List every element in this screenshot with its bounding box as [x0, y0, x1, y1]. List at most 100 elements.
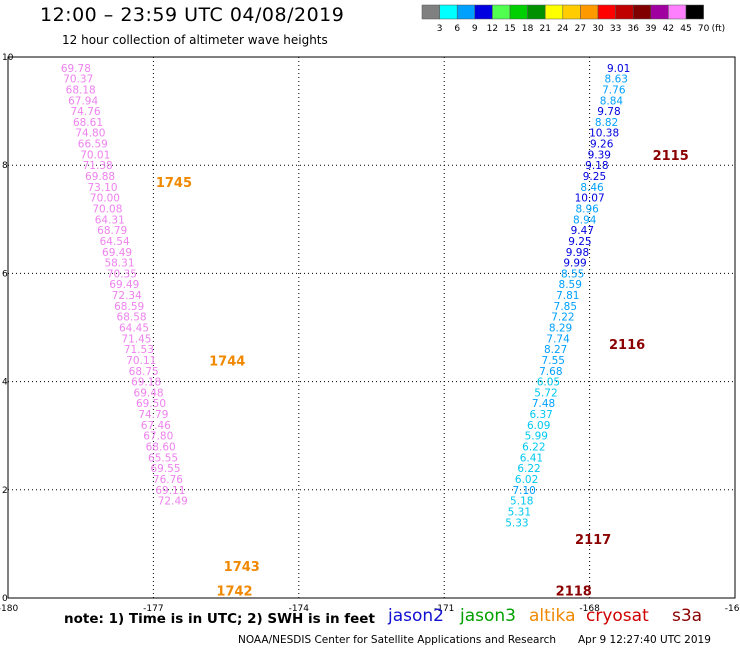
wave-height-value: 6.02	[515, 474, 538, 486]
wave-height-value: 66.59	[78, 139, 108, 151]
wave-height-value: 69.78	[61, 63, 91, 75]
x-tick-label: -165	[725, 604, 740, 614]
colorbar-swatch	[509, 4, 528, 20]
satellite-legend-jason2: jason2	[388, 606, 444, 626]
wave-height-value: 8.82	[595, 117, 618, 129]
wave-height-value: 71.38	[83, 160, 113, 172]
wave-height-value: 73.10	[87, 182, 117, 194]
colorbar-swatch	[615, 4, 634, 20]
y-tick-label: 2	[2, 486, 8, 496]
wave-height-value: 70.08	[92, 203, 122, 215]
wave-height-value: 64.45	[119, 323, 149, 335]
colorbar-swatch	[562, 4, 581, 20]
satellite-legend-altika: altika	[529, 606, 576, 626]
map-subtitle: 12 hour collection of altimeter wave hei…	[62, 33, 328, 47]
wave-height-value: 9.47	[571, 225, 594, 237]
colorbar-swatch	[580, 4, 599, 20]
pass-number-label: 2118	[556, 584, 592, 599]
wave-height-value: 5.31	[508, 506, 531, 518]
pass-number-label: 2116	[609, 338, 645, 353]
wave-height-value: 6.05	[537, 377, 560, 389]
wave-height-value: 9.98	[566, 247, 589, 259]
colorbar-swatch	[668, 4, 687, 20]
pass-number-label: 1744	[209, 354, 245, 369]
wave-height-value: 8.63	[605, 74, 628, 86]
wave-height-value: 7.81	[556, 290, 579, 302]
colorbar-tick-label: 15	[504, 24, 515, 34]
pass-number-label: 2115	[653, 149, 689, 164]
wave-height-value: 8.59	[559, 279, 582, 291]
wave-height-value: 9.78	[597, 106, 620, 118]
satellite-legend-s3a: s3a	[672, 606, 703, 626]
wave-height-value: 6.22	[517, 463, 540, 475]
colorbar-tick-label: 70	[698, 24, 710, 34]
colorbar-swatch	[492, 4, 511, 20]
wave-height-value: 7.74	[546, 333, 570, 345]
wave-height-value: 7.76	[602, 84, 626, 96]
wave-height-value: 9.25	[583, 171, 606, 183]
map-grid	[8, 57, 735, 598]
wave-height-value: 9.25	[568, 236, 591, 248]
wave-height-value: 64.54	[100, 236, 130, 248]
wave-height-value: 67.94	[68, 95, 98, 107]
map-title: 12:00 – 23:59 UTC 04/08/2019	[40, 4, 345, 26]
colorbar-tick-label: 24	[557, 24, 569, 34]
x-tick-label: -168	[579, 604, 600, 614]
colorbar-swatch	[685, 4, 704, 20]
y-tick-label: 10	[2, 53, 14, 63]
wave-height-value: 68.60	[146, 442, 176, 454]
wave-height-value: 5.18	[510, 496, 533, 508]
colorbar-legend: 3 6 9 12 15 18 21 24 27 30 33 36 39 42 45 70 (ft)	[421, 4, 726, 34]
wave-height-value: 8.29	[549, 323, 572, 335]
wave-height-value: 58.31	[104, 258, 134, 270]
wave-height-value: 8.94	[573, 214, 597, 226]
colorbar-swatch	[544, 4, 564, 20]
x-tick-label: -180	[0, 604, 18, 614]
wave-height-value: 9.26	[590, 139, 614, 151]
wave-height-value: 72.49	[158, 496, 188, 508]
wave-height-value: 68.75	[129, 366, 159, 378]
wave-height-value: 69.49	[109, 279, 139, 291]
satellite-legend-jason3: jason3	[460, 606, 516, 626]
colorbar-tick-label: 21	[539, 24, 550, 34]
colorbar-swatch	[597, 4, 616, 20]
wave-height-value: 70.01	[80, 149, 110, 161]
colorbar-tick-label: 33	[610, 24, 621, 34]
wave-height-value: 7.48	[532, 398, 555, 410]
wave-height-value: 10.38	[589, 128, 619, 140]
x-tick-label: -171	[434, 604, 454, 614]
wave-height-value: 8.55	[561, 268, 584, 280]
colorbar-tick-label: 27	[575, 24, 586, 34]
pass-number-label: 1743	[224, 560, 260, 575]
colorbar-swatch	[456, 4, 476, 20]
y-tick-label: 0	[2, 594, 8, 604]
map-axes: -180 -177 -174 -171 -168 -165 0 2 4 6 8 10	[0, 53, 740, 614]
wave-height-value: 8.96	[575, 203, 599, 215]
wave-height-value: 71.45	[121, 333, 151, 345]
wave-height-value: 8.84	[600, 95, 624, 107]
colorbar-swatch	[527, 4, 546, 20]
wave-height-value: 68.59	[114, 301, 144, 313]
colorbar-tick-label: 18	[522, 24, 534, 34]
colorbar-swatch	[421, 4, 440, 20]
colorbar-tick-label: 3	[437, 24, 443, 34]
wave-height-value: 68.79	[97, 225, 127, 237]
wave-height-value: 7.22	[551, 312, 574, 324]
satellite-legend-cryosat: cryosat	[586, 606, 649, 626]
colorbar-unit-label: (ft)	[712, 24, 726, 34]
wave-height-value: 69.55	[150, 463, 180, 475]
colorbar-tick-label: 39	[645, 24, 657, 34]
units-note: note: 1) Time is in UTC; 2) SWH is in fe…	[64, 611, 375, 627]
colorbar-swatch	[650, 4, 669, 20]
wave-height-points: 69.7870.3768.1867.9474.7668.6174.8066.59…	[61, 63, 631, 529]
wave-height-value: 5.33	[505, 517, 528, 529]
wave-height-value: 9.39	[588, 149, 611, 161]
wave-height-value: 74.80	[75, 128, 105, 140]
colorbar-tick-label: 12	[487, 24, 498, 34]
pass-labels: 1745 1744 1743 1742 2115 2116 2117 2118	[156, 149, 689, 600]
pass-number-label: 2117	[575, 533, 611, 548]
generated-timestamp: Apr 9 12:27:40 UTC 2019	[578, 634, 711, 646]
y-tick-label: 6	[2, 269, 8, 279]
wave-height-value: 5.99	[525, 431, 548, 443]
